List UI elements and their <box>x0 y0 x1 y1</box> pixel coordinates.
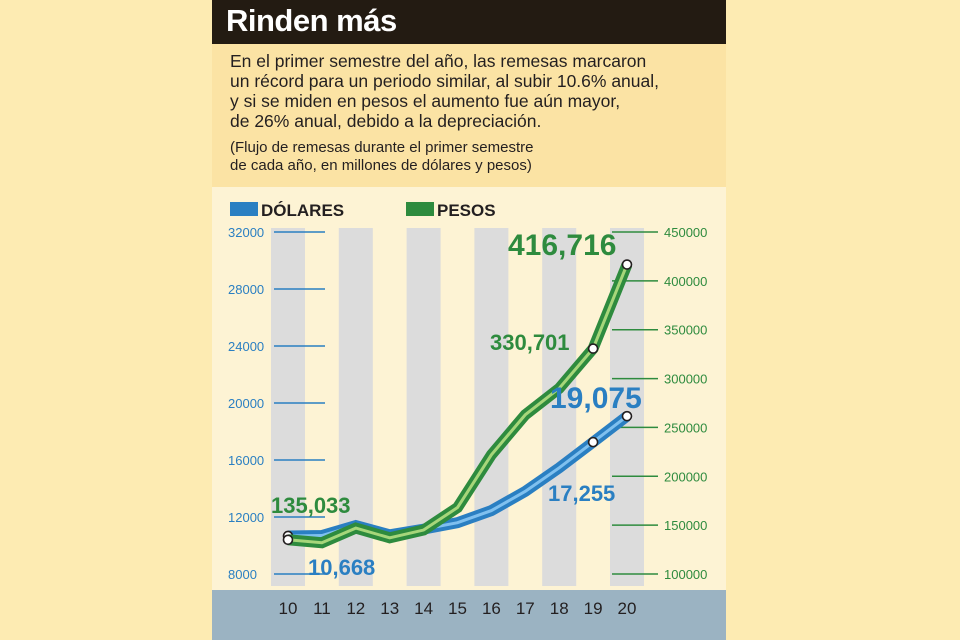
subtitle-line: y si se miden en pesos el aumento fue aú… <box>230 91 621 111</box>
subtitle: En el primer semestre del año, las remes… <box>230 51 720 131</box>
right-tick-label: 350000 <box>664 323 707 338</box>
left-tick-label: 28000 <box>228 282 264 297</box>
dolares-19-label: 17,255 <box>548 481 615 506</box>
left-tick-label: 24000 <box>228 339 264 354</box>
pesos-last-label: 416,716 <box>508 229 616 262</box>
x-tick-label: 18 <box>550 599 569 618</box>
x-tick-label: 16 <box>482 599 501 618</box>
left-tick-label: 32000 <box>228 225 264 240</box>
left-tick-label: 12000 <box>228 510 264 525</box>
chart-note: (Flujo de remesas durante el primer seme… <box>230 139 720 175</box>
pesos-point <box>621 259 633 270</box>
title-bar <box>212 0 726 44</box>
right-tick-label: 250000 <box>664 420 707 435</box>
x-tick-label: 14 <box>414 599 433 618</box>
note-line: de cada año, en millones de dólares y pe… <box>230 157 532 174</box>
right-tick-label: 100000 <box>664 567 707 582</box>
legend-label-pesos: PESOS <box>437 201 496 220</box>
subtitle-line: En el primer semestre del año, las remes… <box>230 51 647 71</box>
x-tick-label: 10 <box>279 599 298 618</box>
right-tick-label: 400000 <box>664 274 707 289</box>
dolares-last-label: 19,075 <box>550 382 642 415</box>
dolares-point <box>621 410 633 422</box>
x-tick-label: 11 <box>313 599 331 618</box>
x-tick-label: 13 <box>380 599 399 618</box>
left-tick-label: 20000 <box>228 396 264 411</box>
year-band <box>271 228 305 586</box>
x-axis-band <box>212 590 726 640</box>
left-tick-label: 8000 <box>228 567 257 582</box>
x-tick-label: 15 <box>448 599 467 618</box>
right-tick-label: 450000 <box>664 225 707 240</box>
pesos-19-label: 330,701 <box>490 330 570 355</box>
year-band <box>542 228 577 586</box>
x-tick-label: 12 <box>346 599 365 618</box>
right-tick-label: 300000 <box>664 372 707 387</box>
x-tick-label: 19 <box>584 599 603 618</box>
legend-swatch-dolares <box>230 202 258 216</box>
pesos-line-highlight <box>287 263 629 545</box>
dolares-point <box>587 436 599 448</box>
note-line: (Flujo de remesas durante el primer seme… <box>230 139 534 156</box>
right-tick-label: 200000 <box>664 469 707 484</box>
x-tick-label: 17 <box>516 599 535 618</box>
subtitle-line: de 26% anual, debido a la depreciación. <box>230 111 542 131</box>
pesos-point <box>587 343 599 354</box>
left-tick-label: 16000 <box>228 453 264 468</box>
subtitle-line: un récord para un periodo similar, al su… <box>230 71 659 91</box>
year-band <box>474 228 509 586</box>
pesos-first-label: 135,033 <box>271 493 351 518</box>
legend-label-dolares: DÓLARES <box>261 201 344 220</box>
page-title: Rinden más <box>226 3 397 38</box>
x-tick-label: 20 <box>618 599 637 618</box>
dolares-first-label: 10,668 <box>308 555 375 580</box>
pesos-point <box>282 534 294 546</box>
right-tick-label: 150000 <box>664 518 707 533</box>
legend-swatch-pesos <box>406 202 434 216</box>
